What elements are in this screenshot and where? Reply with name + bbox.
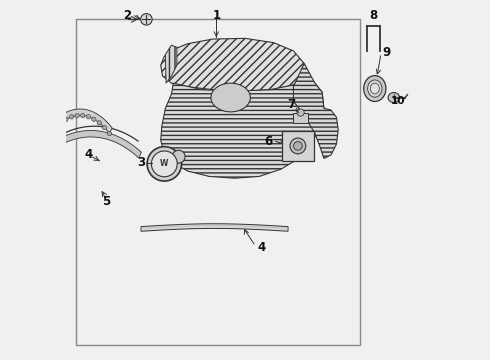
Text: 1: 1	[212, 9, 220, 22]
FancyBboxPatch shape	[282, 131, 314, 161]
Circle shape	[81, 113, 85, 118]
Circle shape	[70, 115, 74, 119]
Circle shape	[290, 138, 306, 154]
Text: W: W	[160, 159, 169, 168]
Text: 4: 4	[85, 148, 93, 161]
Ellipse shape	[211, 83, 250, 112]
Polygon shape	[39, 131, 142, 159]
Circle shape	[141, 14, 152, 25]
Polygon shape	[294, 63, 338, 158]
Text: 10: 10	[391, 96, 406, 106]
Text: 6: 6	[265, 135, 273, 148]
Bar	[293, 113, 309, 123]
Polygon shape	[141, 224, 288, 231]
Circle shape	[86, 114, 91, 119]
Text: 4: 4	[257, 241, 265, 254]
Circle shape	[64, 117, 68, 121]
Circle shape	[102, 126, 107, 130]
Circle shape	[172, 150, 185, 163]
Circle shape	[147, 147, 181, 181]
Text: 7: 7	[288, 98, 295, 111]
Polygon shape	[62, 109, 112, 134]
Text: 2: 2	[123, 9, 131, 22]
Circle shape	[297, 109, 304, 116]
Text: 9: 9	[383, 46, 391, 59]
Polygon shape	[166, 45, 177, 83]
Text: 8: 8	[369, 9, 377, 22]
Circle shape	[75, 113, 79, 118]
Circle shape	[97, 121, 101, 125]
Ellipse shape	[364, 76, 386, 102]
Ellipse shape	[388, 93, 399, 103]
Circle shape	[92, 117, 96, 121]
Ellipse shape	[370, 83, 379, 94]
Ellipse shape	[368, 80, 382, 97]
Bar	[76, 19, 360, 345]
Polygon shape	[161, 78, 324, 178]
Text: 5: 5	[102, 195, 110, 208]
Circle shape	[151, 151, 177, 177]
Polygon shape	[161, 39, 304, 91]
Circle shape	[294, 141, 302, 150]
Text: 3: 3	[138, 156, 146, 169]
Circle shape	[107, 131, 112, 136]
